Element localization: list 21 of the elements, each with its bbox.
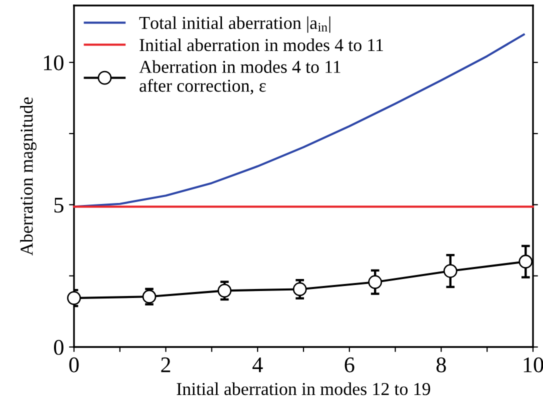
point [443, 264, 458, 278]
x-tick-label: 6 [344, 357, 354, 372]
y-axis-title: Aberration magnitude [20, 97, 36, 256]
point [368, 275, 382, 290]
point [518, 254, 533, 269]
x-tick-label: 2 [161, 357, 170, 372]
y-tick-label: 10 [44, 55, 64, 70]
point [292, 282, 307, 296]
x-tick-label: 0 [69, 357, 79, 372]
legend-label: Aberration in modes 4 to 11 after correction, ε [139, 60, 340, 94]
y-tick-label: 5 [54, 198, 64, 213]
x-tick-label: 4 [252, 358, 263, 372]
legend-label: Total initial aberration |a$_{in}$| [139, 16, 330, 33]
point [218, 284, 232, 298]
point [67, 291, 81, 305]
x-tick-label: 10 [524, 357, 543, 372]
y-tick-label: 0 [54, 340, 64, 355]
legend-label: Initial aberration in modes 4 to 11 [140, 38, 383, 52]
line-series [72, 33, 525, 208]
x-tick-label: 8 [436, 357, 446, 372]
x-axis-title: Initial aberration in modes 12 to 19 [176, 382, 430, 396]
